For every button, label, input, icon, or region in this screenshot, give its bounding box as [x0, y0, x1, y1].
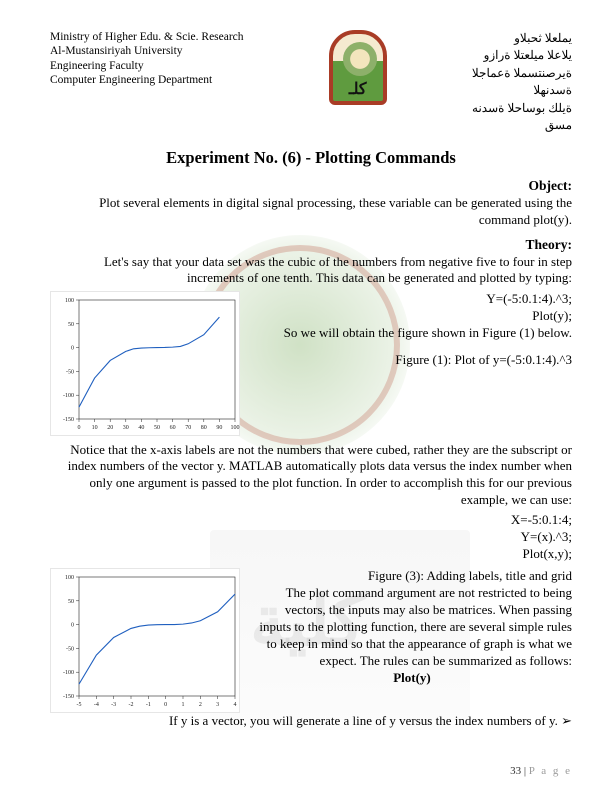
- figure-3-block: -5 -4 -3 -2 -1 0 1 2 3 4 -150 -100 -50 0 50 100 Figure …: [50, 568, 572, 713]
- svg-text:80: 80: [201, 425, 207, 431]
- svg-text:0: 0: [71, 345, 74, 351]
- svg-text:-100: -100: [63, 393, 74, 399]
- chart-1-svg: 0 10 20 30 40 50 60 70 80 90 100 -150 -100 -50 0 50 100: [51, 292, 241, 437]
- svg-text:4: 4: [234, 702, 237, 708]
- experiment-title: Experiment No. (6) - Plotting Commands: [50, 148, 572, 168]
- svg-text:-4: -4: [94, 702, 99, 708]
- svg-text:50: 50: [68, 322, 74, 328]
- theory-intro: Let's say that your data set was the cub…: [50, 254, 572, 287]
- svg-text:100: 100: [231, 425, 240, 431]
- svg-text:50: 50: [154, 425, 160, 431]
- arabic-line-4: ةسدنهلا: [472, 82, 572, 99]
- explain-text: The plot command argument are not restri…: [252, 585, 572, 669]
- svg-text:-150: -150: [63, 417, 74, 423]
- university-line: Al-Mustansiriyah University: [50, 44, 244, 58]
- svg-text:0: 0: [71, 623, 74, 629]
- code-line-1c: So we will obtain the figure shown in Fi…: [252, 325, 572, 342]
- header-logo-container: [323, 30, 393, 105]
- page-number: 33 |: [510, 765, 526, 777]
- figure-3-caption: Figure (3): Adding labels, title and gri…: [252, 568, 572, 585]
- page-header: Ministry of Higher Edu. & Scie. Research…: [50, 30, 572, 134]
- figure-3-text: Figure (3): Adding labels, title and gri…: [252, 568, 572, 686]
- page-footer: 33 | P a g e: [510, 766, 572, 778]
- faculty-line: Engineering Faculty: [50, 59, 244, 73]
- code-line-2c: Plot(x,y);: [50, 546, 572, 563]
- arabic-line-3: ةيرصنتسملا ةعماجلا: [472, 65, 572, 82]
- svg-text:0: 0: [78, 425, 81, 431]
- svg-text:-1: -1: [146, 702, 151, 708]
- figure-1-caption: Figure (1): Plot of y=(-5:0.1:4).^3: [252, 352, 572, 369]
- arabic-line-5: ةيلك بوساحلا ةسدنه: [472, 100, 572, 117]
- header-left-block: Ministry of Higher Edu. & Scie. Research…: [50, 30, 244, 88]
- university-logo-icon: [329, 30, 387, 105]
- svg-text:-100: -100: [63, 670, 74, 676]
- arabic-line-2: يلاعلا ميلعتلا ةرازو: [472, 47, 572, 64]
- header-right-block: يملعلا ثحبلاو يلاعلا ميلعتلا ةرازو ةيرصن…: [472, 30, 572, 134]
- svg-text:90: 90: [216, 425, 222, 431]
- svg-text:-50: -50: [66, 369, 74, 375]
- svg-text:1: 1: [182, 702, 185, 708]
- code-block-2: X=-5:0.1:4; Y=(x).^3; Plot(x,y);: [50, 512, 572, 562]
- code-line-1a: Y=(-5:0.1:4).^3;: [252, 291, 572, 308]
- svg-text:60: 60: [170, 425, 176, 431]
- svg-text:2: 2: [199, 702, 202, 708]
- department-line: Computer Engineering Department: [50, 73, 244, 87]
- chart-2-svg: -5 -4 -3 -2 -1 0 1 2 3 4 -150 -100 -50 0 50 100: [51, 569, 241, 714]
- code-line-2b: Y=(x).^3;: [50, 529, 572, 546]
- ministry-line: Ministry of Higher Edu. & Scie. Research: [50, 30, 244, 44]
- code-line-1b: Plot(y);: [252, 308, 572, 325]
- figure-1-block: 0102030405060708090100-150-100-50050100 …: [50, 291, 572, 436]
- page-word: P a g e: [529, 765, 572, 777]
- svg-text:-150: -150: [63, 694, 74, 700]
- svg-text:-5: -5: [77, 702, 82, 708]
- figure-1-text: Y=(-5:0.1:4).^3; Plot(y); So we will obt…: [252, 291, 572, 369]
- arabic-line-1: يملعلا ثحبلاو: [472, 30, 572, 47]
- code-line-2a: X=-5:0.1:4;: [50, 512, 572, 529]
- svg-text:30: 30: [123, 425, 129, 431]
- svg-text:-2: -2: [129, 702, 134, 708]
- svg-text:70: 70: [185, 425, 191, 431]
- svg-text:50: 50: [68, 599, 74, 605]
- theory-heading: Theory:: [50, 237, 572, 253]
- figure-3-chart: -5 -4 -3 -2 -1 0 1 2 3 4 -150 -100 -50 0 50 100: [50, 568, 240, 713]
- final-line: If y is a vector, you will generate a li…: [50, 713, 572, 730]
- svg-text:100: 100: [65, 575, 74, 581]
- svg-text:10: 10: [92, 425, 98, 431]
- svg-text:100: 100: [65, 298, 74, 304]
- svg-text:0: 0: [164, 702, 167, 708]
- svg-text:3: 3: [216, 702, 219, 708]
- notice-text: Notice that the x-axis labels are not th…: [50, 442, 572, 509]
- svg-text:-3: -3: [111, 702, 116, 708]
- figure-1-chart: 0 10 20 30 40 50 60 70 80 90 100 -150 -100 -50 0 50 100: [50, 291, 240, 436]
- object-text: Plot several elements in digital signal …: [50, 195, 572, 228]
- object-heading: Object:: [50, 178, 572, 194]
- arabic-line-6: مسق: [472, 117, 572, 134]
- svg-text:20: 20: [107, 425, 113, 431]
- svg-text:-50: -50: [66, 647, 74, 653]
- ploty-heading: Plot(y): [252, 670, 572, 687]
- svg-text:40: 40: [138, 425, 144, 431]
